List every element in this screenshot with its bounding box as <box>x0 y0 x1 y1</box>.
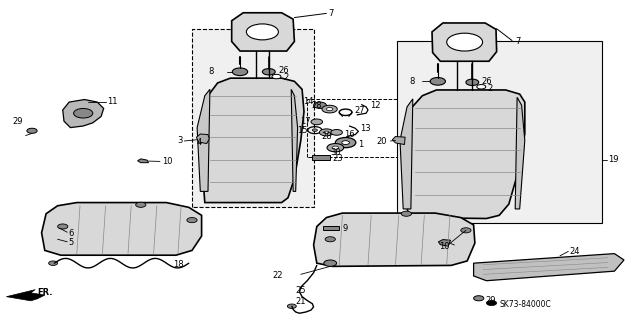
Text: 29: 29 <box>13 117 23 126</box>
Text: 26: 26 <box>278 66 289 75</box>
Circle shape <box>246 24 278 40</box>
Text: 22: 22 <box>273 271 283 280</box>
Circle shape <box>332 146 339 149</box>
Text: 28: 28 <box>321 132 332 141</box>
Text: 18: 18 <box>173 260 184 269</box>
Polygon shape <box>400 99 413 209</box>
Circle shape <box>27 128 37 133</box>
Polygon shape <box>404 90 525 219</box>
Text: 25: 25 <box>296 286 306 295</box>
Polygon shape <box>314 213 475 266</box>
Circle shape <box>486 300 497 306</box>
Circle shape <box>272 74 281 79</box>
Polygon shape <box>197 89 210 191</box>
Circle shape <box>322 105 337 113</box>
Text: 15: 15 <box>297 126 307 135</box>
Text: 3: 3 <box>177 137 182 145</box>
Circle shape <box>232 68 248 76</box>
Text: 30: 30 <box>330 148 340 157</box>
Circle shape <box>335 137 356 148</box>
Circle shape <box>319 129 333 136</box>
Circle shape <box>187 218 197 223</box>
Circle shape <box>461 228 471 233</box>
Circle shape <box>430 78 445 85</box>
Circle shape <box>466 79 479 85</box>
Circle shape <box>401 211 412 216</box>
Polygon shape <box>438 240 451 246</box>
Circle shape <box>58 224 68 229</box>
Circle shape <box>136 202 146 207</box>
Circle shape <box>342 141 349 145</box>
Text: 23: 23 <box>333 154 344 163</box>
Text: 5: 5 <box>68 238 74 247</box>
Circle shape <box>325 237 335 242</box>
Circle shape <box>331 130 342 135</box>
Circle shape <box>447 33 483 51</box>
Text: 20: 20 <box>377 137 387 146</box>
Circle shape <box>324 260 337 266</box>
Polygon shape <box>138 159 148 163</box>
Text: 9: 9 <box>342 224 348 233</box>
Polygon shape <box>42 203 202 255</box>
Circle shape <box>311 119 323 125</box>
Text: 24: 24 <box>570 247 580 256</box>
Circle shape <box>287 304 296 308</box>
Circle shape <box>312 129 317 131</box>
Text: 26: 26 <box>481 77 492 86</box>
Text: 7: 7 <box>515 37 520 46</box>
Circle shape <box>474 296 484 301</box>
Text: SK73-84000C: SK73-84000C <box>499 300 551 309</box>
Text: 10: 10 <box>162 157 172 166</box>
Text: 2: 2 <box>488 84 493 93</box>
Polygon shape <box>196 134 209 144</box>
Text: 4: 4 <box>197 138 202 147</box>
Polygon shape <box>312 155 330 160</box>
Polygon shape <box>192 29 314 207</box>
Text: 11: 11 <box>108 97 118 106</box>
Text: 29: 29 <box>485 296 495 305</box>
Circle shape <box>326 108 333 111</box>
Text: 17: 17 <box>300 117 310 126</box>
Text: 7: 7 <box>328 9 333 18</box>
Text: 12: 12 <box>370 101 380 110</box>
Text: 13: 13 <box>360 124 371 133</box>
Text: 27: 27 <box>354 106 365 115</box>
Polygon shape <box>202 78 304 203</box>
Circle shape <box>477 85 486 89</box>
Text: 19: 19 <box>608 155 618 164</box>
Circle shape <box>262 69 275 75</box>
Polygon shape <box>432 23 497 61</box>
Polygon shape <box>474 254 624 281</box>
Polygon shape <box>515 97 525 209</box>
Circle shape <box>314 102 326 108</box>
Text: 14: 14 <box>303 97 314 106</box>
Polygon shape <box>397 41 602 223</box>
Circle shape <box>49 261 58 265</box>
Text: 28: 28 <box>311 101 322 110</box>
Circle shape <box>74 108 93 118</box>
Polygon shape <box>392 137 405 145</box>
Text: 8: 8 <box>410 77 415 86</box>
Polygon shape <box>232 13 294 51</box>
Text: 2: 2 <box>284 73 289 82</box>
Text: 21: 21 <box>296 297 306 306</box>
Polygon shape <box>6 290 45 301</box>
Circle shape <box>327 144 344 152</box>
Polygon shape <box>291 89 298 191</box>
Polygon shape <box>323 226 339 230</box>
Text: 1: 1 <box>358 140 363 149</box>
Text: 10: 10 <box>439 242 449 251</box>
Text: 16: 16 <box>344 130 355 139</box>
Polygon shape <box>63 100 104 128</box>
Text: 6: 6 <box>68 229 74 238</box>
Text: FR.: FR. <box>37 288 52 297</box>
Text: 8: 8 <box>209 67 214 76</box>
Circle shape <box>324 131 329 134</box>
